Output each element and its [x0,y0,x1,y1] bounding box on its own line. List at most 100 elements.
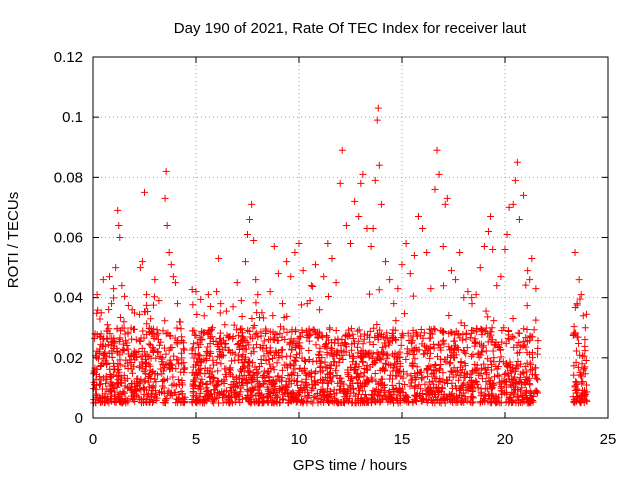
data-point [204,291,212,299]
data-point [361,390,369,398]
data-point [463,344,471,352]
data-point [122,337,130,345]
data-point [369,224,377,232]
data-point [180,346,188,354]
data-point [105,387,113,395]
data-point [415,368,423,376]
data-point [490,380,498,388]
data-point [160,344,168,352]
data-point [114,206,122,214]
data-point [160,384,168,392]
data-point [127,358,135,366]
data-point [208,368,216,376]
data-point [101,350,109,358]
data-point [509,315,517,323]
data-point [515,215,523,223]
data-point [521,389,529,397]
data-point [509,200,517,208]
data-point [483,385,491,393]
data-point [181,364,189,372]
data-point [373,320,381,328]
data-point [121,382,129,390]
data-point [472,377,480,385]
data-point [461,393,469,401]
data-point [235,331,243,339]
data-point [171,279,179,287]
data-point [452,276,460,284]
data-point [194,350,202,358]
data-point [472,366,480,374]
data-point [337,398,345,406]
data-point [286,360,294,368]
data-point [502,340,510,348]
data-point [459,397,467,405]
data-point [435,341,443,349]
data-point [293,351,301,359]
data-point [310,393,318,401]
data-point [236,372,244,380]
data-point [127,324,135,332]
data-point [175,360,183,368]
data-point [325,398,333,406]
data-point [105,305,113,313]
data-point [316,392,324,400]
data-point [368,390,376,398]
data-point [201,329,209,337]
data-point [320,273,328,281]
data-point [457,358,465,366]
data-point [377,200,385,208]
data-point [178,381,186,389]
data-point [270,336,278,344]
data-point [117,375,125,383]
data-point [580,366,588,374]
data-point [236,388,244,396]
data-point [191,361,199,369]
data-point [136,396,144,404]
data-point [152,354,160,362]
data-point [466,381,474,389]
data-point [388,394,396,402]
data-point [447,267,455,275]
data-point [214,367,222,375]
data-point [423,249,431,257]
data-point [431,326,439,334]
data-point [292,354,300,362]
data-point [218,352,226,360]
data-point [325,392,333,400]
data-point [266,288,274,296]
data-point [172,382,180,390]
data-point [229,348,237,356]
data-point [351,197,359,205]
data-point [440,327,448,335]
data-point [433,146,441,154]
data-point [439,369,447,377]
data-point [572,347,580,355]
data-point [120,389,128,397]
data-point [532,285,540,293]
data-point [359,358,367,366]
data-point [425,385,433,393]
data-point [408,375,416,383]
data-point [93,381,101,389]
data-point [506,363,514,371]
data-point [279,396,287,404]
data-point [432,361,440,369]
data-point [364,331,372,339]
data-point [366,290,374,298]
data-point [431,185,439,193]
data-point [265,389,273,397]
data-point [397,341,405,349]
data-point [115,380,123,388]
data-point [482,378,490,386]
data-point [466,334,474,342]
data-point [207,349,215,357]
data-point [432,374,440,382]
data-point [328,255,336,263]
data-point [341,339,349,347]
data-point [385,341,393,349]
x-tick-label: 5 [192,431,200,448]
data-point [324,379,332,387]
x-tick-label: 15 [394,431,411,448]
data-point [119,388,127,396]
data-point [289,369,297,377]
